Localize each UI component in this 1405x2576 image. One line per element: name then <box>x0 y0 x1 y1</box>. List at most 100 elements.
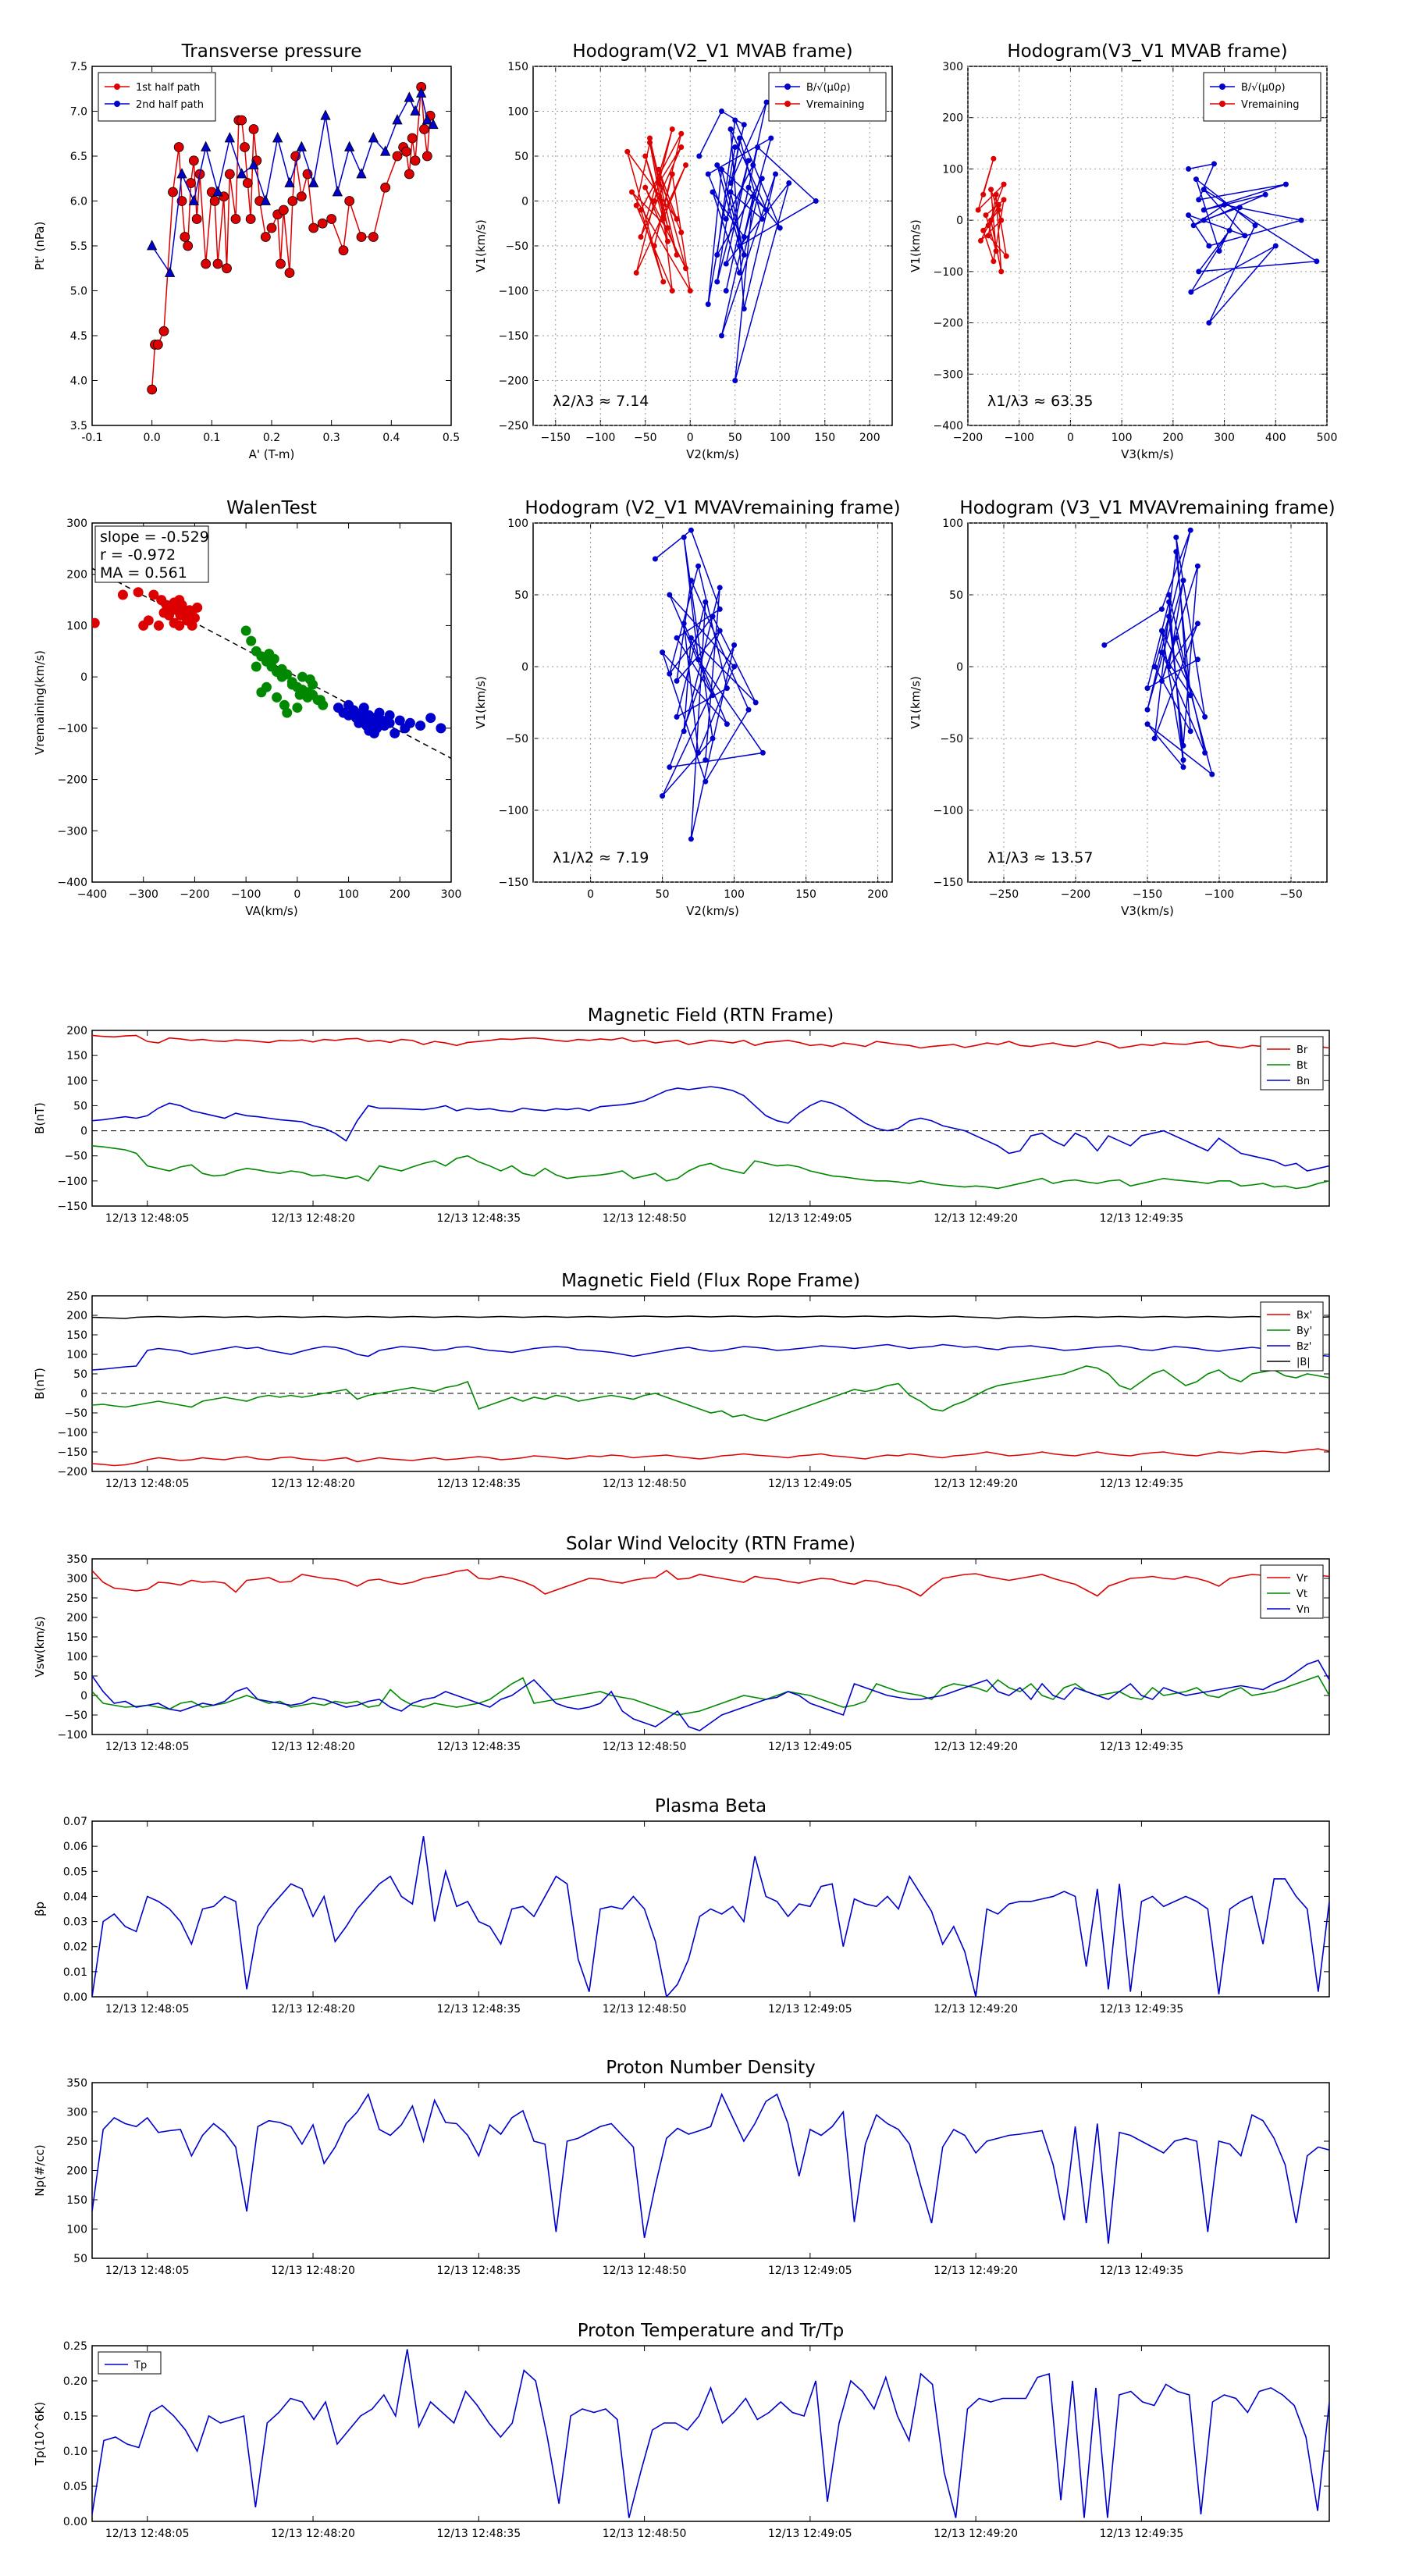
y-tick-label: 0.07 <box>63 1816 87 1828</box>
data-point <box>660 793 666 799</box>
y-tick-label: 0 <box>521 196 528 208</box>
series-line <box>1186 162 1319 324</box>
x-tick-label: −100 <box>1004 432 1033 444</box>
series-line <box>977 158 1008 272</box>
x-tick-label: 12/13 12:49:35 <box>1100 1478 1184 1490</box>
legend-marker <box>784 84 791 90</box>
y-tick-label: 0 <box>521 661 528 674</box>
data-point <box>745 184 752 190</box>
y-tick-label: 100 <box>66 1349 87 1361</box>
y-axis-label: Pt' (nPa) <box>33 222 47 271</box>
y-tick-label: −200 <box>58 1466 87 1478</box>
data-point <box>665 225 670 231</box>
legend-label: B/√(μ0ρ) <box>1241 82 1286 94</box>
legend-label: Vr <box>1297 1573 1308 1585</box>
data-point <box>422 151 432 162</box>
x-tick-label: 12/13 12:49:05 <box>768 1212 852 1225</box>
data-point <box>652 556 658 562</box>
y-tick-label: 100 <box>507 106 528 119</box>
legend-label: Vn <box>1297 1604 1310 1616</box>
data-point <box>264 649 275 660</box>
data-point <box>710 614 716 620</box>
data-point <box>201 141 212 151</box>
chart-title: Transverse pressure <box>181 41 362 62</box>
annotation: λ1/λ2 ≈ 7.19 <box>553 849 649 866</box>
x-tick-label: −100 <box>585 432 615 444</box>
data-point <box>1194 563 1200 569</box>
x-tick-label: 12/13 12:48:20 <box>271 2265 355 2277</box>
plot-area <box>92 2349 1329 2518</box>
y-tick-label: 6.0 <box>70 196 87 208</box>
data-point <box>201 258 212 269</box>
y-tick-label: 0.20 <box>63 2375 87 2388</box>
data-point <box>1101 642 1108 648</box>
data-point <box>358 703 369 713</box>
x-tick-label: 0.5 <box>443 432 460 444</box>
legend-label: |B| <box>1297 1357 1311 1368</box>
x-tick-label: −300 <box>128 888 158 901</box>
data-point <box>209 196 220 206</box>
data-point <box>1173 534 1179 540</box>
legend-label: Vremaining <box>1241 99 1300 111</box>
x-tick-label: 200 <box>1162 432 1183 444</box>
y-tick-label: 150 <box>66 1050 87 1062</box>
data-point <box>710 735 716 742</box>
data-point <box>1158 628 1165 634</box>
data-point <box>410 155 421 166</box>
data-point <box>993 191 999 197</box>
data-point <box>415 720 426 731</box>
data-point <box>975 207 981 213</box>
data-point <box>180 232 190 242</box>
plot-area <box>92 1836 1329 1997</box>
data-point <box>1188 289 1194 295</box>
plot-area <box>92 1569 1329 1731</box>
x-tick-label: 12/13 12:49:20 <box>934 2003 1018 2016</box>
data-point <box>667 764 673 770</box>
y-tick-label: −150 <box>499 330 528 343</box>
data-point <box>705 171 711 177</box>
x-axis-label: VA(km/s) <box>245 904 297 918</box>
data-point <box>147 240 158 251</box>
data-point <box>638 234 644 240</box>
data-point <box>678 229 685 236</box>
series-line <box>92 1365 1329 1421</box>
legend-box <box>1260 1564 1324 1619</box>
data-point <box>278 205 289 215</box>
stats-line: MA = 0.561 <box>100 564 187 582</box>
x-tick-label: 12/13 12:49:35 <box>1100 2265 1184 2277</box>
chart-title: Magnetic Field (Flux Rope Frame) <box>561 1271 860 1291</box>
data-point <box>723 261 729 267</box>
legend-label: Vremaining <box>806 99 865 111</box>
data-point <box>343 699 354 710</box>
data-point <box>389 728 400 738</box>
x-tick-label: 12/13 12:48:35 <box>436 2003 521 2016</box>
y-tick-label: 50 <box>73 1100 87 1112</box>
legend-label: Bt <box>1297 1060 1307 1072</box>
plot-area <box>92 1034 1329 1190</box>
data-point <box>755 144 760 150</box>
y-tick-label: 6.5 <box>70 151 87 163</box>
y-tick-label: 0.00 <box>63 1991 87 2004</box>
y-tick-label: −300 <box>934 368 963 381</box>
data-point <box>92 617 100 628</box>
y-tick-label: 0.25 <box>63 2340 87 2353</box>
data-point <box>1226 227 1232 233</box>
y-tick-label: 0.06 <box>63 1841 87 1853</box>
x-tick-label: 0 <box>293 888 301 901</box>
x-tick-label: 12/13 12:48:05 <box>105 2528 190 2540</box>
data-point <box>688 836 694 842</box>
y-tick-label: 0.04 <box>63 1891 87 1903</box>
data-point <box>674 216 680 222</box>
data-point <box>284 268 295 278</box>
data-point <box>1202 749 1208 756</box>
data-point <box>354 715 365 726</box>
y-tick-label: 100 <box>66 2224 87 2236</box>
data-point <box>1211 161 1217 167</box>
y-tick-label: 100 <box>66 620 87 632</box>
data-point <box>286 679 297 690</box>
data-point <box>1236 205 1243 211</box>
data-point <box>719 166 724 173</box>
chart-title: Plasma Beta <box>655 1796 767 1816</box>
data-point <box>284 176 295 187</box>
data-point <box>287 196 298 206</box>
